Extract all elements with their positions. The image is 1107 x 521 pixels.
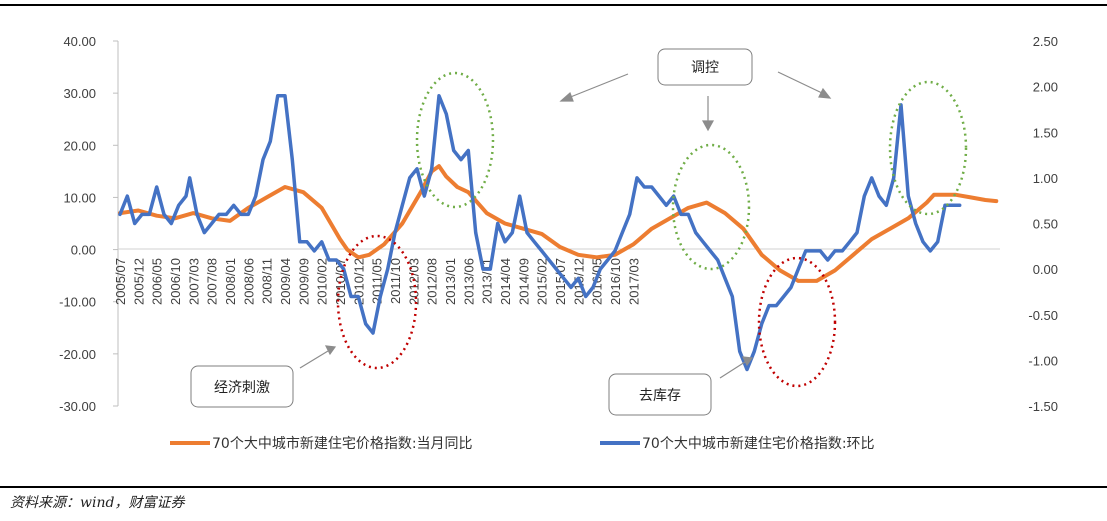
arrow-destock-head [741,356,754,367]
legend-label-mom: 70个大中城市新建住宅价格指数:环比 [642,435,875,452]
y-left-tick-label: 30.00 [63,86,96,101]
destock-ellipse [757,256,837,388]
callout-destock: 去库存 [608,373,712,416]
x-tick-label: 2006/05 [150,258,165,305]
x-tick-label: 2013/06 [461,258,476,305]
series-line-yoy [118,164,999,283]
x-tick-label: 2008/11 [260,258,275,304]
arrow-right-head [818,87,832,99]
callout-destock-label: 去库存 [639,388,681,404]
y-right-tick-label: 1.50 [1033,125,1058,140]
control-ellipse-2016 [888,80,968,216]
y-left-tick-label: 40.00 [63,34,96,49]
x-tick-label: 2009/04 [278,258,293,305]
arrow-stimulus-line [299,350,329,369]
x-tick-label: 2012/08 [425,258,440,305]
callout-stimulus-box [190,365,294,408]
stimulus-ellipse [336,234,418,370]
x-axis: 2005/07 2005/12 2006/05 2006/10 2007/03 2007/… [113,258,641,305]
x-tick-label: 2014/09 [516,258,531,305]
y-axis-left: 40.00 30.00 20.00 10.00 0.00 -10.00 -20.00 -30.… [59,34,119,414]
source-note: 资料来源：wind，财富证券 [10,495,185,511]
x-tick-label: 2007/08 [205,258,220,305]
x-tick-label: 2010/02 [315,258,330,305]
y-left-tick-label: -10.00 [59,295,96,310]
y-right-tick-label: 2.50 [1033,34,1058,49]
x-tick-label: 2014/04 [498,258,513,305]
x-tick-label: 2008/06 [241,258,256,305]
y-right-tick-label: 2.00 [1033,80,1058,95]
series-layer [118,94,999,372]
arrow-left-line [567,73,629,99]
callout-stimulus-label: 经济刺激 [214,379,270,396]
arrow-left-head [559,91,574,102]
x-tick-label: 2013/01 [443,258,458,305]
arrows [299,71,832,379]
x-tick-label: 2005/12 [131,258,146,305]
y-left-tick-label: -30.00 [59,399,96,414]
y-right-tick-label: -0.50 [1028,308,1058,323]
legend: 70个大中城市新建住宅价格指数:当月同比 70个大中城市新建住宅价格指数:环比 [170,435,875,452]
arrow-down-head [701,120,715,132]
x-tick-label: 2016/10 [608,258,623,305]
y-right-tick-label: -1.00 [1028,353,1058,368]
callout-control: 调控 [657,48,753,86]
x-tick-label: 2008/01 [223,258,238,305]
x-tick-label: 2011/10 [388,258,403,304]
x-tick-label: 2005/07 [113,258,128,305]
y-left-tick-label: 0.00 [71,243,96,258]
y-right-tick-label: 1.00 [1033,171,1058,186]
legend-label-yoy: 70个大中城市新建住宅价格指数:当月同比 [212,435,473,452]
arrow-right-line [777,71,823,94]
x-tick-label: 2007/03 [186,258,201,305]
y-right-tick-label: 0.50 [1033,217,1058,232]
series-line-mom [118,94,962,372]
callout-control-box [657,48,753,86]
y-right-tick-label: -1.50 [1028,399,1058,414]
control-ellipse-2013 [671,143,751,271]
x-tick-label: 2011/05 [370,258,385,304]
control-ellipse-2010 [415,71,495,209]
callout-destock-box [608,373,712,416]
x-tick-label: 2006/10 [168,258,183,305]
x-tick-label: 2012/03 [406,258,421,305]
y-right-tick-label: 0.00 [1033,262,1058,277]
arrow-destock-line [719,361,746,379]
y-left-tick-label: -20.00 [59,347,96,362]
y-left-tick-label: 10.00 [63,190,96,205]
y-left-tick-label: 20.00 [63,138,96,153]
arrow-stimulus-head [324,345,337,356]
x-tick-label: 2009/09 [296,258,311,305]
x-tick-label: 2017/03 [626,258,641,305]
callout-stimulus: 经济刺激 [190,365,294,408]
x-tick-label: 2015/02 [535,258,550,305]
y-axis-right: 2.50 2.00 1.50 1.00 0.50 0.00 -0.50 -1.00 -1.50 [1028,34,1058,414]
callout-control-label: 调控 [691,60,719,76]
x-tick-label: 2010/12 [351,258,366,305]
